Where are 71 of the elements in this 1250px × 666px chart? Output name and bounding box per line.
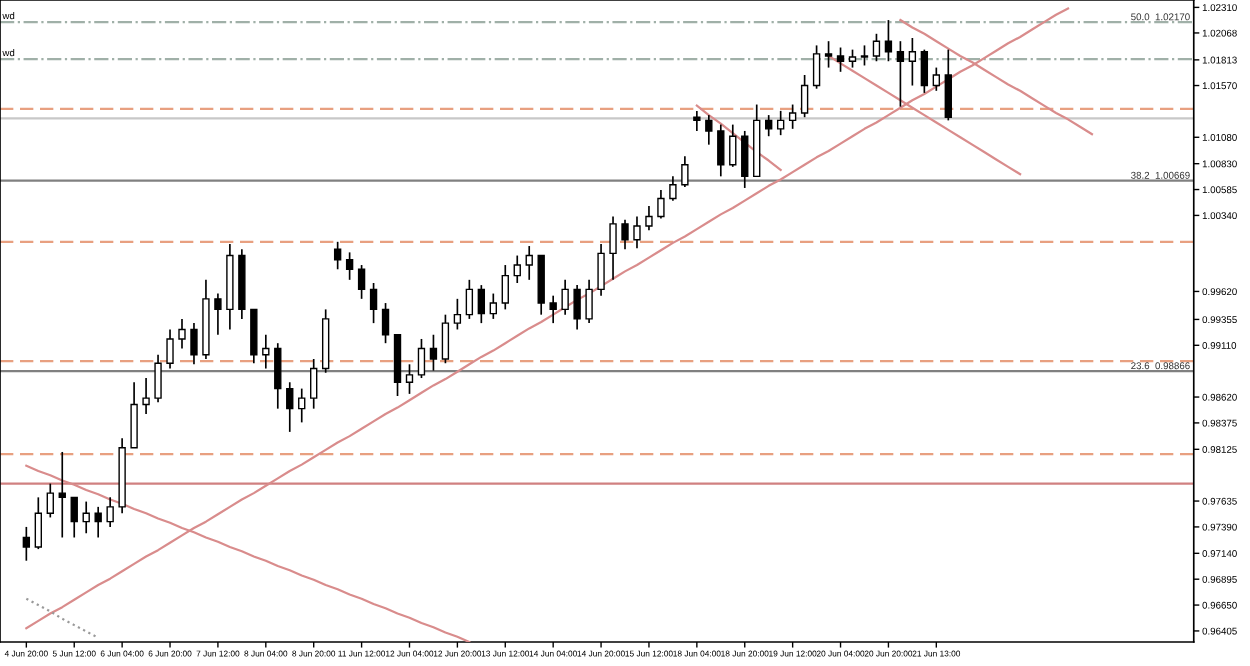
candlestick — [705, 114, 713, 146]
candlestick — [800, 74, 809, 119]
candlestick — [645, 205, 653, 232]
candlestick — [357, 264, 366, 300]
candlestick — [884, 19, 893, 63]
candlestick — [908, 37, 917, 87]
candlestick — [621, 218, 629, 251]
candlestick — [310, 358, 318, 410]
candlestick — [405, 363, 414, 395]
candlestick — [693, 110, 701, 132]
candlestick — [166, 328, 174, 370]
candlestick — [824, 40, 833, 69]
line-series — [25, 597, 100, 639]
candlestick — [298, 387, 306, 424]
candlestick — [681, 155, 689, 188]
candlestick — [274, 342, 282, 410]
candlestick — [896, 40, 905, 108]
candlestick — [573, 284, 581, 331]
candlestick — [34, 496, 43, 550]
candlestick — [190, 322, 198, 366]
candlestick — [345, 251, 354, 281]
candlestick — [453, 298, 462, 331]
candlestick — [717, 123, 725, 178]
candlestick — [549, 294, 557, 324]
candlestick — [609, 215, 617, 281]
candlestick — [286, 381, 294, 433]
candlestick — [22, 526, 31, 562]
candlestick — [70, 496, 78, 539]
candlestick — [130, 381, 138, 449]
candlestick — [872, 32, 881, 63]
candlestick — [776, 110, 785, 136]
candlestick — [812, 44, 821, 90]
candlestick — [106, 496, 114, 528]
candlestick — [597, 243, 605, 297]
candlestick — [932, 66, 941, 92]
candlestick — [741, 130, 749, 189]
candlestick — [729, 123, 737, 168]
candlestick — [178, 318, 186, 350]
candlestick — [142, 377, 150, 415]
candlestick — [585, 278, 593, 324]
candlestick — [633, 215, 641, 249]
candlestick — [369, 282, 378, 324]
candlestick — [765, 114, 773, 138]
candlestick — [788, 103, 797, 130]
candlestick — [537, 254, 545, 316]
candlestick — [58, 451, 66, 539]
candlestick — [429, 333, 438, 372]
candlestick — [214, 292, 222, 336]
candlestick — [920, 48, 929, 94]
candlestick — [417, 338, 426, 379]
candlestick — [333, 240, 342, 271]
candlestick — [513, 254, 521, 284]
candlestick — [561, 278, 569, 316]
candlestick — [393, 333, 402, 397]
candlestick — [525, 245, 533, 281]
candlestick — [657, 189, 665, 220]
candlestick — [250, 308, 258, 365]
candlestick — [46, 482, 54, 519]
candlestick — [669, 175, 677, 202]
candlestick — [489, 292, 497, 320]
candlestick — [154, 353, 162, 404]
candlestick — [501, 264, 509, 311]
candlestick — [944, 48, 952, 122]
candlestick — [465, 278, 474, 320]
line-series — [827, 54, 1022, 176]
candlestick — [477, 284, 486, 324]
candlestick — [381, 302, 390, 345]
candlestick — [94, 506, 102, 539]
candlestick — [860, 44, 869, 67]
candlestick — [836, 46, 845, 73]
candlestick — [441, 313, 450, 365]
